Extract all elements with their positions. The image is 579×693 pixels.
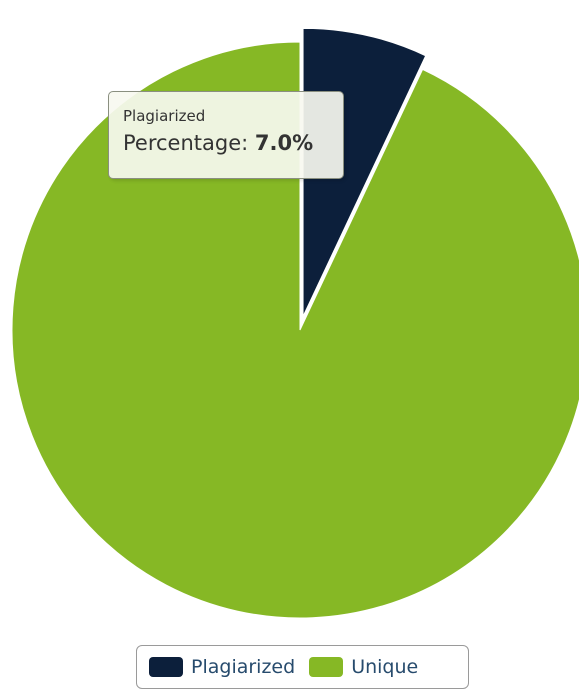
legend-item-unique[interactable]: Unique: [309, 656, 418, 678]
chart-tooltip: Plagiarized Percentage: 7.0%: [108, 91, 344, 179]
pie-slice-unique[interactable]: [11, 41, 579, 619]
chart-legend: Plagiarized Unique: [136, 645, 469, 689]
legend-label-plagiarized: Plagiarized: [191, 656, 296, 678]
legend-swatch-unique: [309, 657, 344, 677]
tooltip-value: 7.0%: [254, 131, 314, 155]
tooltip-series-name: Plagiarized: [123, 107, 206, 125]
tooltip-value-line: Percentage: 7.0%: [123, 128, 343, 158]
legend-item-plagiarized[interactable]: Plagiarized: [149, 656, 295, 678]
legend-label-unique: Unique: [351, 656, 419, 678]
legend-swatch-plagiarized: [149, 657, 183, 677]
tooltip-label: Percentage:: [123, 131, 255, 155]
